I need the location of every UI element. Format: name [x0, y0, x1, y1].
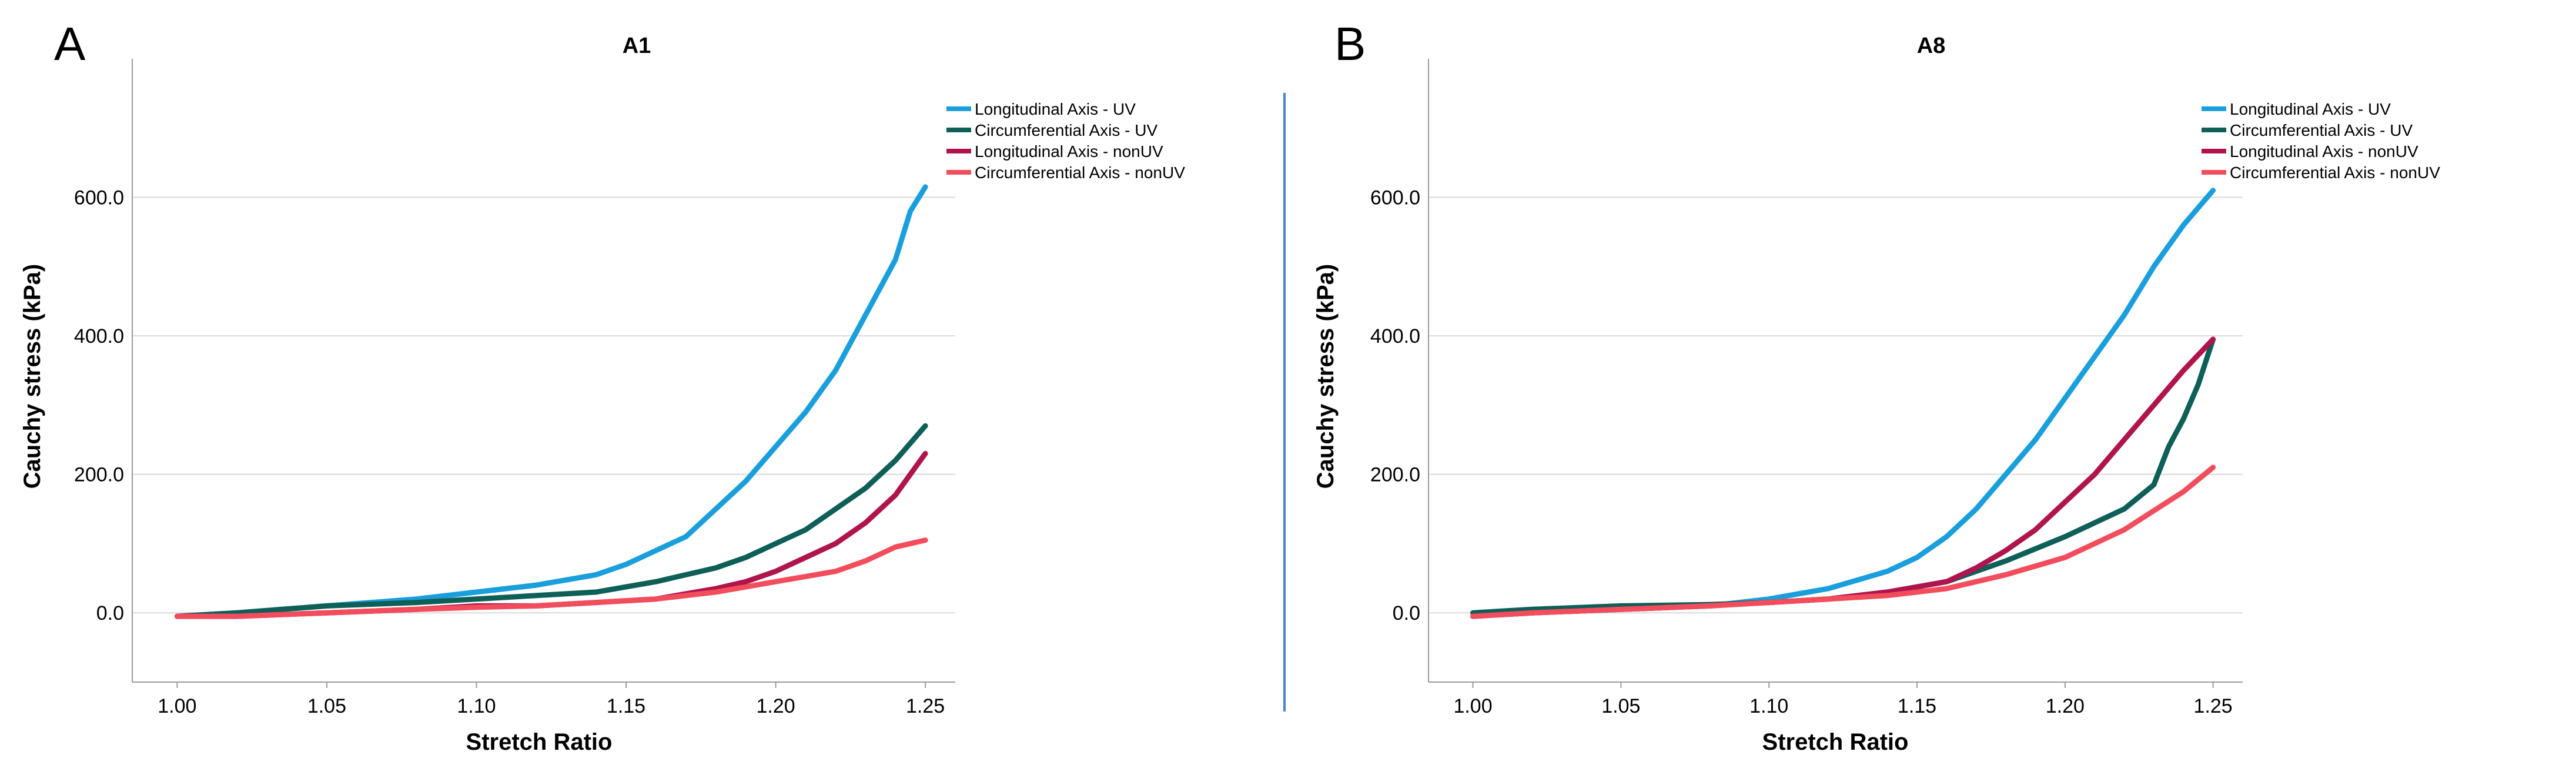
chart-panel-b: B A8 Stretch Ratio Cauchy stress (kPa) 0…: [1313, 18, 2440, 755]
series-line-b-longitudinal-axis-uv: [1470, 188, 2216, 619]
y-tick-label-a-2: 400.0: [74, 325, 124, 348]
chart-title-a1: A1: [623, 34, 651, 58]
legend-label-b-circumferential-axis-nonuv: Circumferential Axis - nonUV: [2230, 163, 2440, 182]
y-axis-label-b: Cauchy stress (kPa): [1313, 264, 1339, 489]
series-line-b-circumferential-axis-uv: [1470, 336, 2216, 616]
axes-a: 0.0 200.0 400.0 600.0 1.00 1.05 1.10 1.15 1.20 1.…: [74, 59, 955, 717]
series-line-a-circumferential-axis-nonuv: [174, 537, 928, 619]
legend-label-b-longitudinal-axis-uv: Longitudinal Axis - UV: [2230, 100, 2391, 118]
y-tick-label-b-1: 200.0: [1370, 464, 1420, 486]
x-tick-label-b-1: 1.05: [1601, 695, 1640, 717]
series-line-a-circumferential-axis-uv: [174, 423, 928, 619]
series-line-b-longitudinal-axis-nonuv: [1470, 336, 2216, 619]
series-line-a-longitudinal-axis-uv: [174, 184, 928, 619]
legend-label-a-circumferential-axis-uv: Circumferential Axis - UV: [975, 121, 1158, 139]
x-tick-label-a-5: 1.25: [906, 695, 945, 717]
x-tick-label-b-3: 1.15: [1898, 695, 1936, 717]
chart-title-a8: A8: [1917, 34, 1946, 58]
x-axis-label-b: Stretch Ratio: [1762, 729, 1909, 755]
panel-letter-a: A: [54, 18, 86, 70]
legend-label-b-circumferential-axis-uv: Circumferential Axis - UV: [2230, 121, 2413, 139]
axes-b: 0.0 200.0 400.0 600.0 1.00 1.05 1.10 1.15 1.20 1.…: [1370, 59, 2243, 717]
x-tick-label-a-1: 1.05: [307, 695, 346, 717]
legend-label-a-longitudinal-axis-nonuv: Longitudinal Axis - nonUV: [975, 142, 1163, 161]
x-axis-label-a: Stretch Ratio: [466, 729, 613, 755]
series-lines-a: [174, 184, 928, 619]
gridlines-a: [132, 196, 955, 614]
x-tick-label-a-3: 1.15: [607, 695, 645, 717]
x-tick-label-a-2: 1.10: [457, 695, 496, 717]
series-line-b-circumferential-axis-nonuv: [1470, 465, 2216, 619]
y-tick-label-a-3: 600.0: [74, 187, 124, 209]
x-tick-label-b-2: 1.10: [1749, 695, 1788, 717]
legend-b: Longitudinal Axis - UV Circumferential Ax…: [2202, 100, 2440, 182]
y-axis-label-a: Cauchy stress (kPa): [19, 264, 45, 489]
legend-label-a-circumferential-axis-nonuv: Circumferential Axis - nonUV: [975, 163, 1185, 182]
x-tick-label-a-0: 1.00: [158, 695, 196, 717]
panel-letter-b: B: [1334, 18, 1366, 70]
legend-label-a-longitudinal-axis-uv: Longitudinal Axis - UV: [975, 100, 1136, 118]
y-tick-label-b-0: 0.0: [1393, 602, 1420, 624]
gridlines-b: [1428, 196, 2243, 614]
legend-label-b-longitudinal-axis-nonuv: Longitudinal Axis - nonUV: [2230, 142, 2418, 161]
y-tick-label-a-0: 0.0: [96, 602, 124, 624]
x-tick-label-a-4: 1.20: [756, 695, 795, 717]
series-line-a-longitudinal-axis-nonuv: [174, 450, 928, 619]
series-lines-b: [1470, 188, 2216, 619]
legend-a: Longitudinal Axis - UV Circumferential Ax…: [946, 100, 1185, 182]
x-tick-label-b-0: 1.00: [1453, 695, 1492, 717]
y-tick-label-b-2: 400.0: [1370, 325, 1420, 348]
x-tick-label-b-4: 1.20: [2046, 695, 2085, 717]
chart-panel-a: A A1 Stretch Ratio Cauchy stress (kPa) 0…: [19, 18, 1185, 755]
x-tick-label-b-5: 1.25: [2194, 695, 2233, 717]
y-tick-label-a-1: 200.0: [74, 464, 124, 486]
y-tick-label-b-3: 600.0: [1370, 187, 1420, 209]
